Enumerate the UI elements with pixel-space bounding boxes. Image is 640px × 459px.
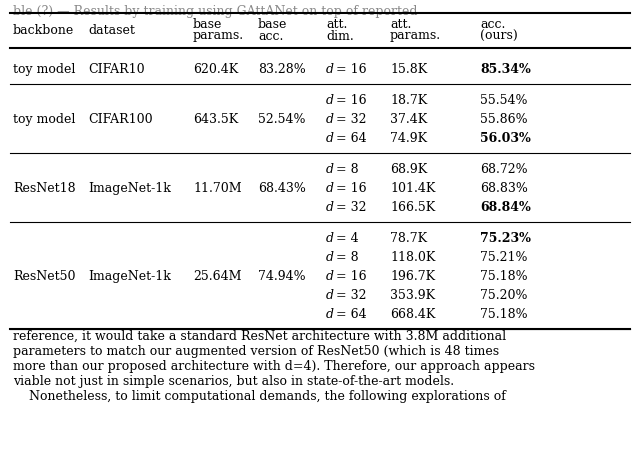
Text: 166.5K: 166.5K: [390, 201, 435, 214]
Text: 75.18%: 75.18%: [480, 270, 527, 283]
Text: 11.70M: 11.70M: [193, 182, 242, 195]
Text: 74.9K: 74.9K: [390, 132, 427, 145]
Text: 668.4K: 668.4K: [390, 308, 435, 321]
Text: params.: params.: [193, 29, 244, 43]
Text: d: d: [326, 308, 334, 321]
Text: base: base: [193, 18, 222, 32]
Text: toy model: toy model: [13, 63, 76, 76]
Text: 75.21%: 75.21%: [480, 251, 527, 264]
Text: 68.72%: 68.72%: [480, 163, 527, 176]
Text: ImageNet-1k: ImageNet-1k: [88, 270, 171, 283]
Text: = 8: = 8: [332, 163, 358, 176]
Text: 75.23%: 75.23%: [480, 232, 531, 245]
Text: d: d: [326, 63, 334, 76]
Text: d: d: [326, 113, 334, 126]
Text: = 8: = 8: [332, 251, 358, 264]
Text: dim.: dim.: [326, 29, 354, 43]
Text: ResNet18: ResNet18: [13, 182, 76, 195]
Text: acc.: acc.: [258, 29, 284, 43]
Text: backbone: backbone: [13, 23, 74, 37]
Text: 643.5K: 643.5K: [193, 113, 238, 126]
Text: 78.7K: 78.7K: [390, 232, 427, 245]
Text: d: d: [326, 132, 334, 145]
Text: d: d: [326, 289, 334, 302]
Text: 37.4K: 37.4K: [390, 113, 428, 126]
Text: = 32: = 32: [332, 201, 367, 214]
Text: ResNet50: ResNet50: [13, 270, 76, 283]
Text: 75.20%: 75.20%: [480, 289, 527, 302]
Text: 620.4K: 620.4K: [193, 63, 238, 76]
Text: = 16: = 16: [332, 182, 367, 195]
Text: more than our proposed architecture with d=4). Therefore, our approach appears: more than our proposed architecture with…: [13, 360, 535, 373]
Text: 68.9K: 68.9K: [390, 163, 428, 176]
Text: 196.7K: 196.7K: [390, 270, 435, 283]
Text: 83.28%: 83.28%: [258, 63, 306, 76]
Text: d: d: [326, 232, 334, 245]
Text: CIFAR10: CIFAR10: [88, 63, 145, 76]
Text: 68.84%: 68.84%: [480, 201, 531, 214]
Text: 74.94%: 74.94%: [258, 270, 306, 283]
Text: 75.18%: 75.18%: [480, 308, 527, 321]
Text: ImageNet-1k: ImageNet-1k: [88, 182, 171, 195]
Text: reference, it would take a standard ResNet architecture with 3.8M additional: reference, it would take a standard ResN…: [13, 330, 506, 343]
Text: params.: params.: [390, 29, 441, 43]
Text: acc.: acc.: [480, 18, 506, 32]
Text: 56.03%: 56.03%: [480, 132, 531, 145]
Text: = 16: = 16: [332, 63, 367, 76]
Text: 85.34%: 85.34%: [480, 63, 531, 76]
Text: 55.86%: 55.86%: [480, 113, 527, 126]
Text: viable not just in simple scenarios, but also in state-of-the-art models.: viable not just in simple scenarios, but…: [13, 375, 454, 388]
Text: CIFAR100: CIFAR100: [88, 113, 152, 126]
Text: d: d: [326, 163, 334, 176]
Text: = 32: = 32: [332, 113, 367, 126]
Text: ble (?) — Results by training using GAttANet on top of reported: ble (?) — Results by training using GAtt…: [13, 5, 417, 18]
Text: 68.83%: 68.83%: [480, 182, 528, 195]
Text: 353.9K: 353.9K: [390, 289, 435, 302]
Text: d: d: [326, 182, 334, 195]
Text: 18.7K: 18.7K: [390, 94, 428, 107]
Text: = 4: = 4: [332, 232, 358, 245]
Text: toy model: toy model: [13, 113, 76, 126]
Text: dataset: dataset: [88, 23, 135, 37]
Text: 118.0K: 118.0K: [390, 251, 435, 264]
Text: (ours): (ours): [480, 29, 518, 43]
Text: d: d: [326, 94, 334, 107]
Text: = 64: = 64: [332, 308, 367, 321]
Text: 25.64M: 25.64M: [193, 270, 241, 283]
Text: 68.43%: 68.43%: [258, 182, 306, 195]
Text: att.: att.: [390, 18, 412, 32]
Text: parameters to match our augmented version of ResNet50 (which is 48 times: parameters to match our augmented versio…: [13, 345, 499, 358]
Text: att.: att.: [326, 18, 348, 32]
Text: d: d: [326, 270, 334, 283]
Text: = 16: = 16: [332, 94, 367, 107]
Text: = 32: = 32: [332, 289, 367, 302]
Text: 15.8K: 15.8K: [390, 63, 428, 76]
Text: 55.54%: 55.54%: [480, 94, 527, 107]
Text: = 16: = 16: [332, 270, 367, 283]
Text: Nonetheless, to limit computational demands, the following explorations of: Nonetheless, to limit computational dema…: [13, 390, 506, 403]
Text: 101.4K: 101.4K: [390, 182, 435, 195]
Text: 52.54%: 52.54%: [258, 113, 305, 126]
Text: d: d: [326, 251, 334, 264]
Text: base: base: [258, 18, 287, 32]
Text: d: d: [326, 201, 334, 214]
Text: = 64: = 64: [332, 132, 367, 145]
